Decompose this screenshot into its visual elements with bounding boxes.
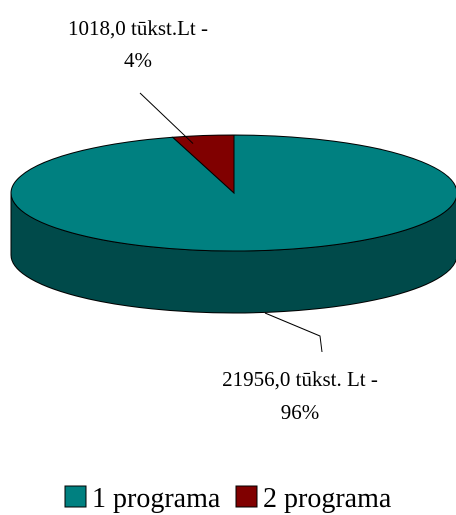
slice-2-programa — [171, 134, 235, 195]
legend-swatch-1 — [64, 485, 87, 508]
leader-line-slice-2 — [139, 92, 194, 144]
label-slice-1-line1: 21956,0 tūkst. Lt - — [222, 367, 378, 391]
label-slice-1-line2: 96% — [281, 400, 320, 424]
legend: 1 programa 2 programa — [64, 483, 392, 514]
pie-body — [10, 134, 456, 314]
legend-label-1: 1 programa — [92, 483, 221, 514]
leader-line-slice-1 — [264, 312, 323, 353]
legend-swatch-2 — [235, 485, 258, 508]
label-slice-2-line1: 1018,0 tūkst.Lt - — [68, 16, 208, 40]
label-slice-1: 21956,0 tūkst. Lt - 96% — [222, 367, 378, 424]
leader-lines — [139, 92, 323, 353]
legend-label-2: 2 programa — [263, 483, 392, 514]
label-slice-2-line2: 4% — [124, 48, 152, 72]
label-slice-2: 1018,0 tūkst.Lt - 4% — [68, 16, 208, 72]
